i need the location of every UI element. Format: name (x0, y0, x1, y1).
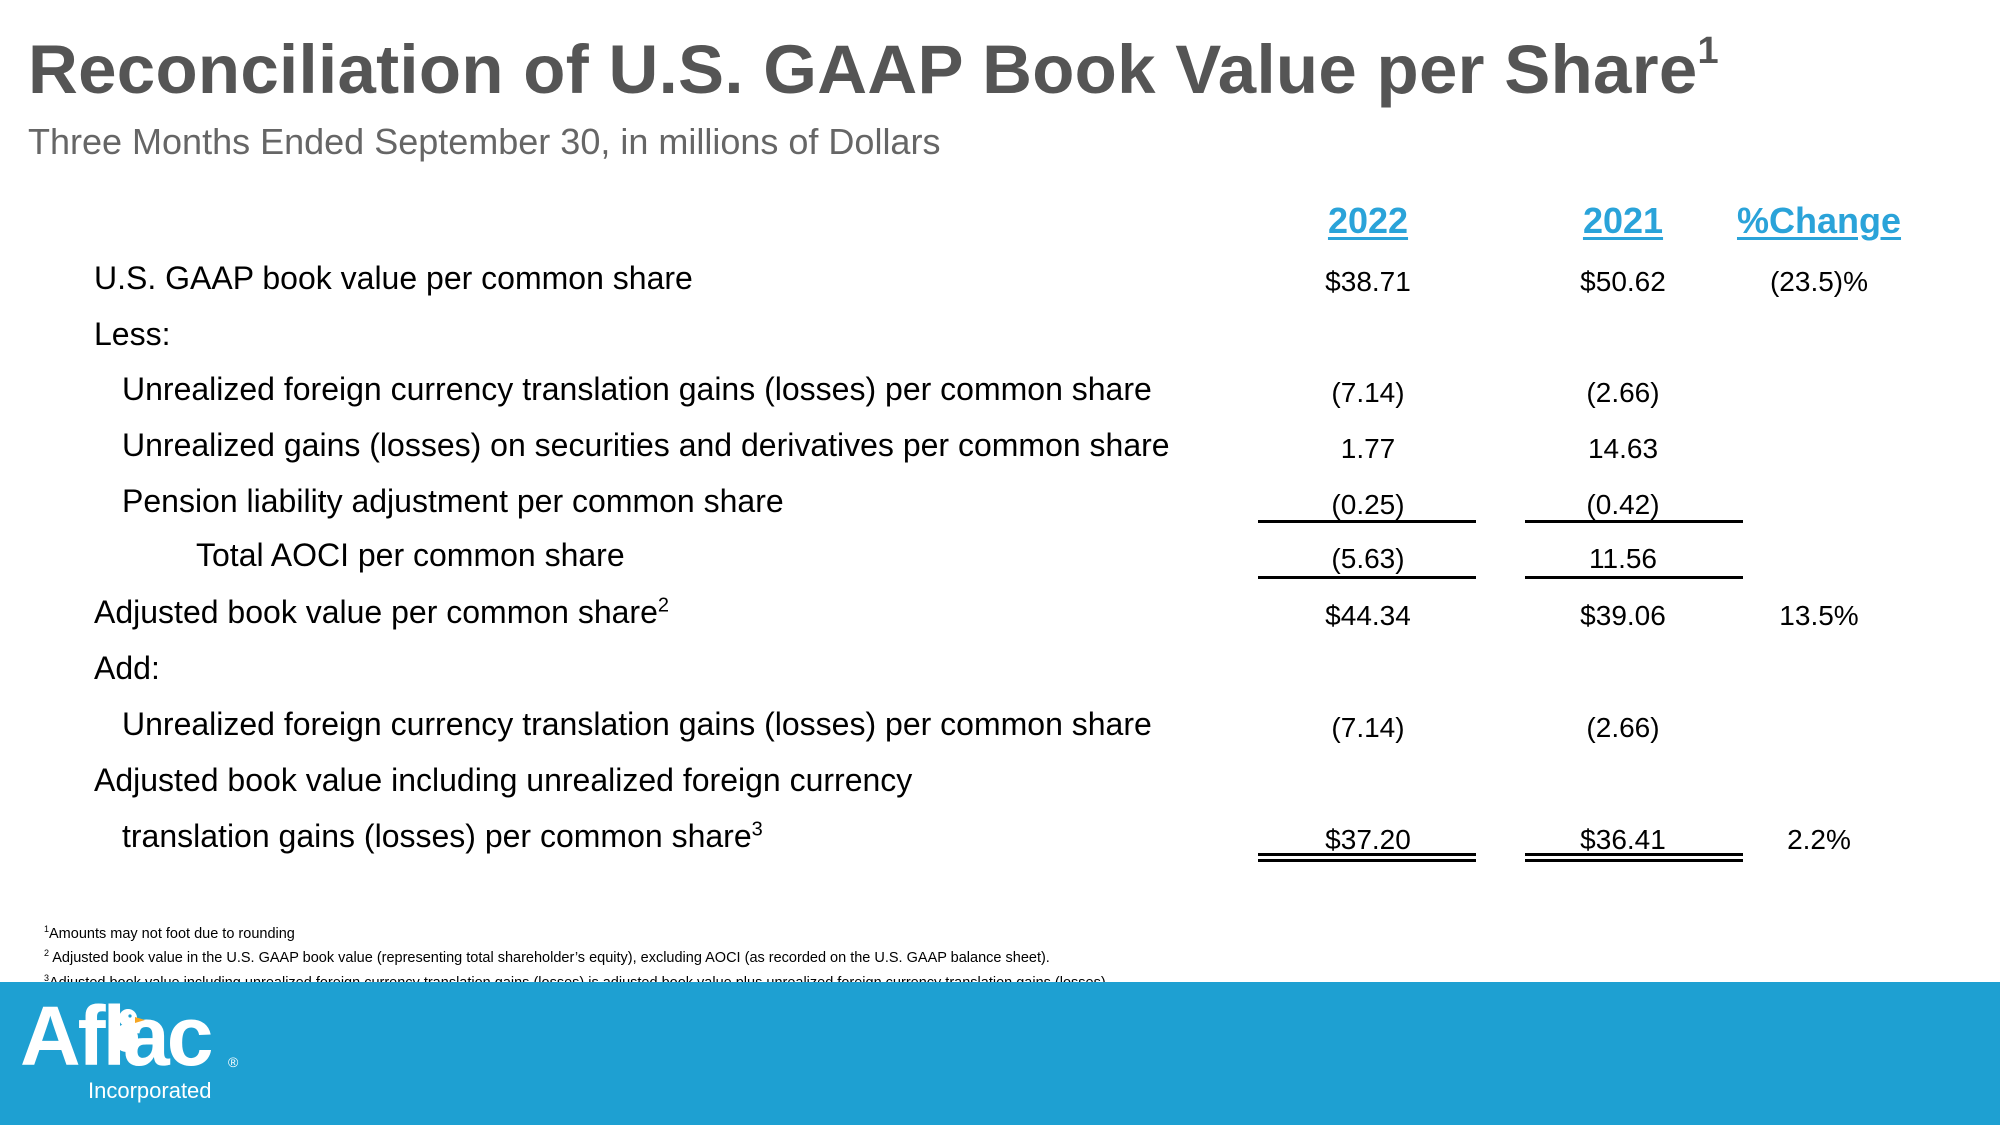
value-2021: (2.66) (1586, 712, 1660, 743)
row-label: Adjusted book value including unrealized… (94, 762, 912, 799)
column-header-pct-change: %Change (1736, 200, 1902, 241)
row-footnote-marker: 3 (751, 818, 763, 841)
value-pct-change: 2.2% (1787, 824, 1851, 855)
row-footnote-marker: 2 (657, 594, 669, 617)
value-2021: (2.66) (1586, 377, 1660, 408)
table-row: Adjusted book value including unrealized… (0, 762, 2000, 818)
row-label-text: Unrealized foreign currency translation … (122, 706, 1152, 742)
footnote-marker: 3 (44, 972, 50, 983)
row-label-text: U.S. GAAP book value per common share (94, 260, 693, 296)
value-2021: (0.42) (1586, 489, 1660, 520)
column-header-2022: 2022 (1327, 200, 1409, 241)
slide-title: Reconciliation of U.S. GAAP Book Value p… (28, 30, 1719, 109)
table-row: Total AOCI per common share (5.63) 11.56 (0, 537, 2000, 593)
row-label: Total AOCI per common share (196, 537, 625, 574)
row-label-text: Less: (94, 316, 171, 352)
footer-band (0, 982, 2000, 1125)
subtotal-rule-2021 (1525, 520, 1743, 523)
value-2022: 1.77 (1340, 433, 1396, 464)
logo-tagline: Incorporated (88, 1078, 212, 1103)
value-2021: 11.56 (1589, 543, 1657, 574)
table-row: Unrealized gains (losses) on securities … (0, 427, 2000, 483)
value-2022: $37.20 (1325, 824, 1411, 855)
title-footnote-marker: 1 (1697, 30, 1719, 72)
row-label-text: Unrealized foreign currency translation … (122, 371, 1152, 407)
value-2022: (7.14) (1331, 712, 1405, 743)
row-label-text: Adjusted book value including unrealized… (94, 762, 913, 798)
row-label: Unrealized foreign currency translation … (122, 706, 1152, 743)
slide-subtitle: Three Months Ended September 30, in mill… (28, 121, 941, 162)
subtotal-rule-2022 (1258, 520, 1476, 523)
column-header-2021: 2021 (1582, 200, 1664, 241)
row-label: translation gains (losses) per common sh… (122, 818, 763, 855)
value-2022: (5.63) (1331, 543, 1405, 574)
row-label: U.S. GAAP book value per common share (94, 260, 693, 297)
value-pct-change: (23.5)% (1769, 266, 1869, 297)
footnote-text: Adjusted book value in the U.S. GAAP boo… (49, 950, 1050, 967)
value-2022: (0.25) (1331, 489, 1405, 520)
table-row: Pension liability adjustment per common … (0, 483, 2000, 539)
value-2022: $44.34 (1325, 600, 1411, 631)
footnote: 1Amounts may not foot due to rounding (44, 920, 1110, 944)
row-label-text: Unrealized gains (losses) on securities … (122, 427, 1170, 463)
value-2021: 14.63 (1587, 433, 1659, 464)
value-pct-change: 13.5% (1779, 600, 1859, 631)
row-label-text: Total AOCI per common share (196, 537, 625, 573)
row-label: Pension liability adjustment per common … (122, 483, 784, 520)
footnote-marker: 1 (44, 924, 50, 934)
table-row: Unrealized foreign currency translation … (0, 371, 2000, 427)
total-rule-2022 (1258, 576, 1476, 579)
grand-total-double-rule-2021 (1525, 853, 1743, 862)
total-rule-2021 (1525, 576, 1743, 579)
footnote: 2 Adjusted book value in the U.S. GAAP b… (44, 944, 1110, 968)
row-label-text: translation gains (losses) per common sh… (122, 818, 752, 854)
row-label-text: Pension liability adjustment per common … (122, 483, 784, 519)
row-label: Adjusted book value per common share2 (94, 594, 669, 631)
row-label: Add: (94, 650, 160, 687)
value-2021: $39.06 (1580, 600, 1666, 631)
grand-total-double-rule-2022 (1258, 853, 1476, 862)
row-label-text: Adjusted book value per common share (94, 594, 658, 630)
row-label-text: Add: (94, 650, 160, 686)
row-label: Unrealized foreign currency translation … (122, 371, 1152, 408)
footnote-marker: 2 (44, 948, 50, 959)
value-2022: (7.14) (1331, 377, 1405, 408)
aflac-logo: Aflac ® Incorporated (20, 988, 250, 1108)
table-row: Adjusted book value per common share2 $4… (0, 594, 2000, 650)
title-text: Reconciliation of U.S. GAAP Book Value p… (28, 31, 1698, 108)
table-row: translation gains (losses) per common sh… (0, 818, 2000, 874)
value-2021: $36.41 (1580, 824, 1666, 855)
table-row: U.S. GAAP book value per common share $3… (0, 260, 2000, 316)
table-row: Unrealized foreign currency translation … (0, 706, 2000, 762)
value-2022: $38.71 (1325, 266, 1411, 297)
logo-registered-mark: ® (228, 1054, 239, 1070)
table-row: Add: (0, 650, 2000, 706)
row-label: Unrealized gains (losses) on securities … (122, 427, 1170, 464)
footnote-text: Amounts may not foot due to rounding (49, 925, 295, 942)
duck-icon (114, 1009, 145, 1052)
value-2021: $50.62 (1580, 266, 1666, 297)
table-row: Less: (0, 316, 2000, 372)
row-label: Less: (94, 316, 170, 353)
